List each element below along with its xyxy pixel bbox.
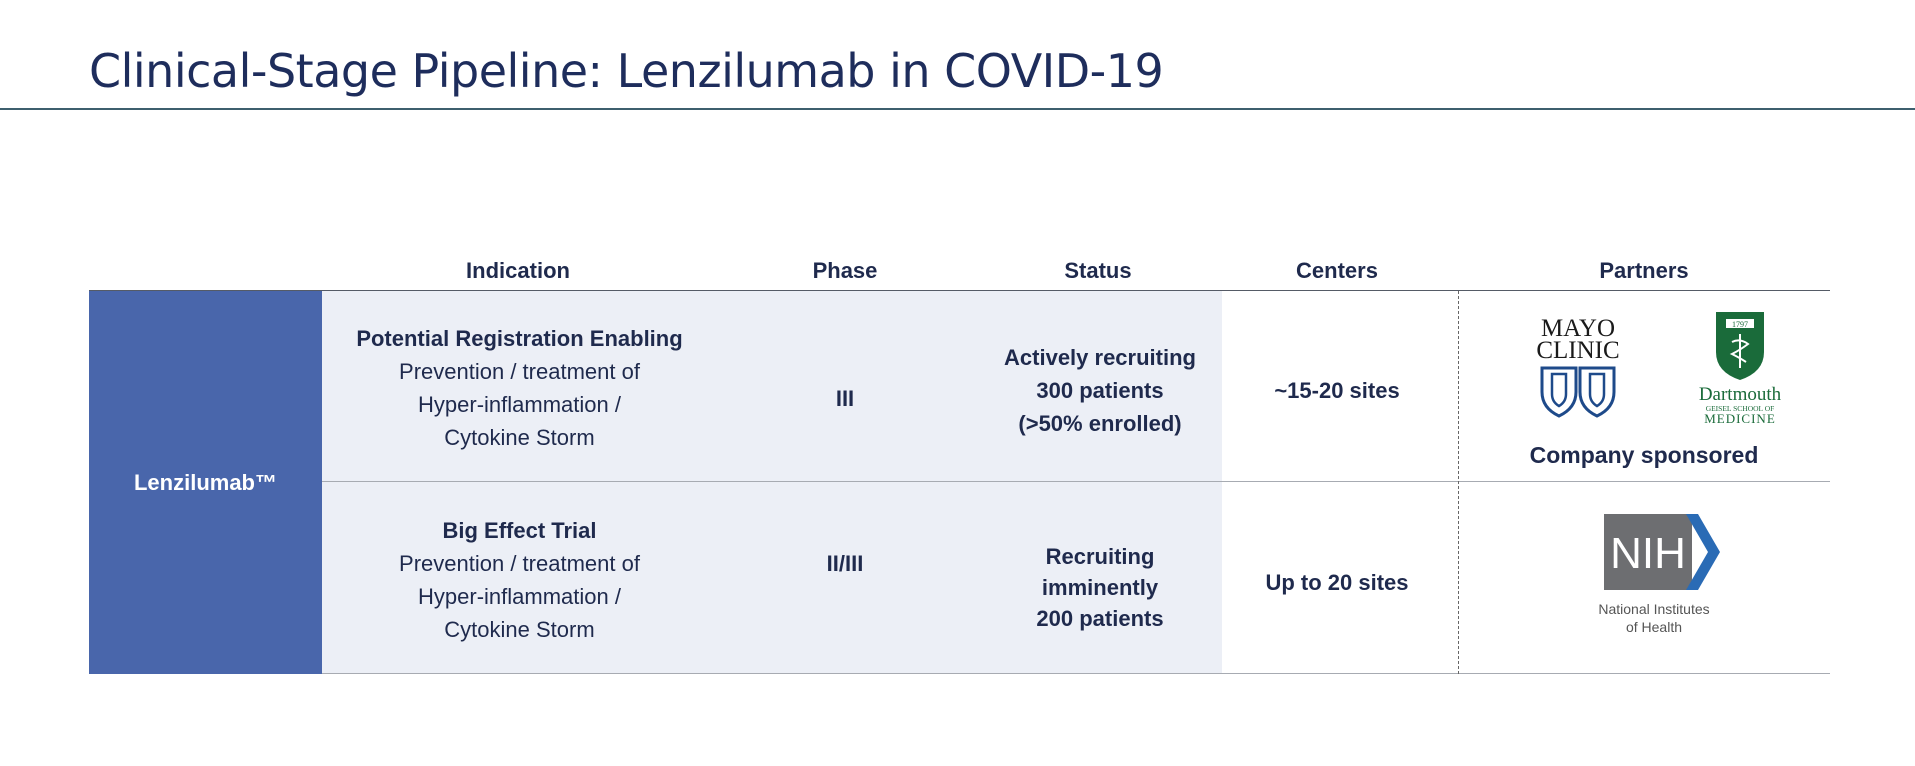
- row2-indication-title: Big Effect Trial: [442, 518, 597, 543]
- nih-mark: NIH: [1610, 529, 1686, 578]
- table-bottom-rule: [322, 673, 1830, 674]
- title-divider: [0, 108, 1915, 110]
- dartmouth-banner: [1726, 319, 1754, 328]
- caduceus-icon: [1729, 334, 1750, 368]
- dartmouth-name: Dartmouth: [1699, 384, 1782, 405]
- row2-indication-line: Hyper-inflammation /: [418, 584, 621, 609]
- row1-centers: ~15-20 sites: [1274, 377, 1400, 403]
- mayo-shields-icon: [1540, 366, 1616, 418]
- drug-name: Lenzilumab™: [133, 469, 277, 495]
- row1-status: Actively recruiting 300 patients (>50% e…: [970, 338, 1230, 442]
- row1-indication-title: Potential Registration Enabling: [356, 326, 683, 351]
- header-status: Status: [1064, 258, 1132, 283]
- partners-caption: Company sponsored: [1529, 442, 1759, 468]
- dartmouth-school: GEISEL SCHOOL OF: [1706, 404, 1775, 413]
- mayo-logo-line2: CLINIC: [1536, 337, 1619, 364]
- nih-line2: of Health: [1626, 619, 1682, 635]
- row-divider: [322, 481, 1830, 482]
- page-title: Clinical-Stage Pipeline: Lenzilumab in C…: [89, 44, 1164, 98]
- row2-indication-line: Prevention / treatment of: [399, 551, 640, 576]
- row2-status: Recruiting imminently 200 patients: [970, 535, 1230, 639]
- dartmouth-dept: MEDICINE: [1704, 411, 1776, 426]
- row1-indication-line: Hyper-inflammation /: [418, 392, 621, 417]
- row1-indication-line: Prevention / treatment of: [399, 359, 640, 384]
- row1-status-line: (>50% enrolled): [1018, 410, 1182, 436]
- row2-status-line: 200 patients: [1036, 605, 1164, 631]
- nih-chevron-icon: [1686, 514, 1720, 590]
- row1-indication-line: Cytokine Storm: [444, 425, 595, 450]
- nih-line1: National Institutes: [1598, 601, 1709, 617]
- header-centers: Centers: [1296, 258, 1378, 283]
- partners-separator: [1458, 291, 1459, 674]
- row1-status-line: 300 patients: [1036, 377, 1164, 403]
- row2-status-line: imminently: [1041, 574, 1159, 600]
- dartmouth-shield-logo: 1797 Dartmouth GEISEL SCHOOL OF MEDICINE: [1699, 312, 1782, 426]
- dartmouth-year: 1797: [1732, 320, 1748, 329]
- shaded-band: [322, 291, 1222, 674]
- row1-status-line: Actively recruiting: [1004, 344, 1196, 370]
- row2-status-line: Recruiting: [1045, 543, 1155, 569]
- drug-name-cell: Lenzilumab™: [89, 291, 322, 674]
- header-divider: [89, 290, 1830, 291]
- row2-indication: Big Effect Trial Prevention / treatment …: [322, 512, 717, 648]
- mayo-logo-line1: MAYO: [1541, 315, 1615, 342]
- header-phase: Phase: [812, 258, 878, 283]
- nih-box: [1604, 514, 1692, 590]
- row1-indication: Potential Registration Enabling Preventi…: [322, 320, 717, 456]
- mayo-clinic-logo: MAYO CLINIC: [1536, 315, 1620, 418]
- header-partners: Partners: [1599, 258, 1689, 283]
- row2-centers: Up to 20 sites: [1265, 569, 1409, 595]
- nih-logo: NIH National Institutes of Health: [1598, 514, 1720, 635]
- row1-phase: III: [835, 385, 855, 411]
- row2-indication-line: Cytokine Storm: [444, 617, 595, 642]
- row2-phase: II/III: [826, 550, 864, 576]
- header-indication: Indication: [466, 258, 570, 283]
